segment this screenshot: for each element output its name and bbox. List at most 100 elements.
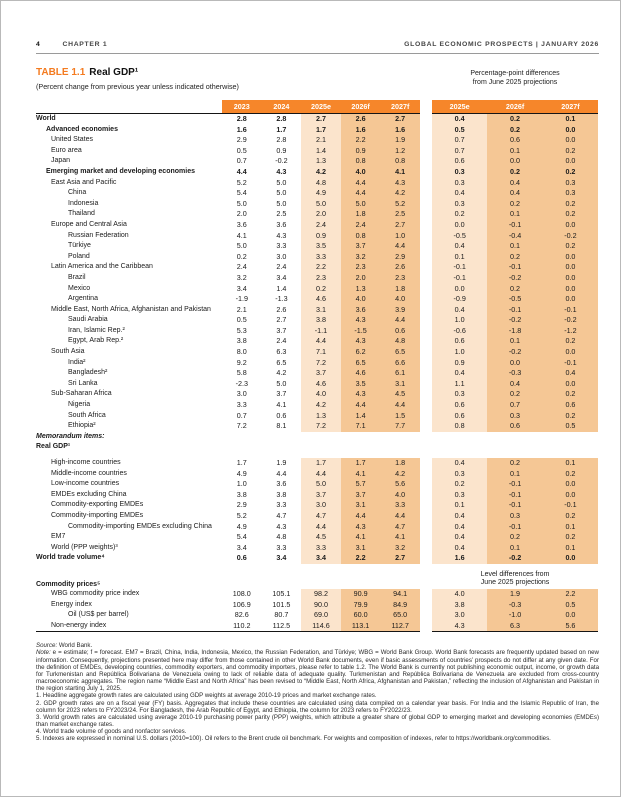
value-cell: 0.7: [236, 156, 247, 166]
diff-cell: 0.2: [542, 389, 599, 401]
value-cell: 3.3: [301, 542, 341, 554]
diff-cell: 0.2: [542, 209, 599, 220]
value-cell: 0.6: [380, 325, 420, 337]
value-cell: 79.9: [340, 599, 381, 611]
table-row: Oil (US$ per barrel) 82.6 80.7 69.0 60.0 65.0…: [36, 610, 599, 621]
diff-cell: -1.8: [487, 325, 543, 337]
column-gutter: [420, 379, 432, 390]
value-cell: 3.0: [276, 251, 287, 261]
value-cell: 4.4: [380, 315, 420, 326]
value-cell: 4.1: [236, 230, 247, 240]
diff-cell: 0.1: [487, 145, 543, 157]
column-gutter: [420, 389, 432, 400]
row-label: EM7: [51, 533, 66, 541]
value-cell: 3.7: [340, 241, 381, 252]
value-cell: 3.4: [276, 553, 287, 563]
diff-cell: 0.5: [542, 421, 599, 432]
row-label: Oil (US$ per barrel): [68, 611, 129, 619]
value-cell: 3.1: [380, 378, 420, 390]
diff-cell: 0.2: [542, 166, 599, 178]
value-cell: 3.2: [380, 542, 420, 554]
column-gutter: [420, 188, 432, 199]
row-label: South Asia: [51, 348, 85, 356]
value-cell: 82.6: [234, 610, 249, 620]
column-gutter: [420, 553, 432, 564]
value-cell: 65.0: [380, 610, 420, 621]
diff-cell: 0.2: [487, 124, 543, 136]
row-label: Commodity-exporting EMDEs: [51, 501, 144, 509]
row-label: Sub-Saharan Africa: [51, 390, 112, 398]
diff-cell: -0.1: [487, 489, 543, 501]
table-row: Advanced economies 1.6 1.7 1.7 1.6 1.6 0.5 0.2 0…: [36, 124, 599, 136]
row-label: Russian Federation: [68, 231, 129, 239]
diff-cell: 0.6: [431, 410, 488, 422]
row-label: Egypt, Arab Rep.²: [68, 337, 124, 345]
value-cell: 5.2: [236, 510, 247, 520]
value-cell: 5.2: [380, 198, 420, 210]
value-cell: 0.9: [340, 145, 381, 157]
value-cell: 5.0: [236, 198, 247, 208]
value-cell: 7.2: [236, 421, 247, 431]
diff-cell: 0.3: [431, 389, 488, 401]
value-cell: 3.5: [340, 378, 381, 390]
table-row: India² 9.2 6.5 7.2 6.5 6.6 0.9 0.0 -0.1: [36, 357, 599, 369]
value-cell: 3.6: [236, 219, 247, 229]
value-cell: 2.7: [380, 553, 420, 564]
diff-cell: -0.1: [487, 304, 543, 316]
diff-cell: 0.1: [542, 521, 599, 533]
value-cell: 2.8: [276, 135, 287, 145]
table-name: Real GDP¹: [89, 67, 139, 78]
diff-cell: 0.4: [487, 177, 543, 189]
running-head-left: 4 CHAPTER 1: [36, 41, 107, 48]
table-row: Energy index 106.9 101.5 90.0 79.9 84.9 3.8 -0.…: [36, 599, 599, 611]
value-cell: 0.8: [340, 156, 381, 167]
value-cell: 4.7: [301, 510, 341, 522]
diff-cell: 0.3: [431, 489, 488, 501]
table-row: World 2.8 2.8 2.7 2.6 2.7 0.4 0.2 0.1: [36, 114, 599, 125]
value-cell: 3.8: [276, 489, 287, 499]
value-cell: 1.0: [380, 230, 420, 242]
value-cell: 1.0: [236, 479, 247, 489]
value-cell: 7.2: [301, 421, 341, 432]
column-header: 2026f: [340, 100, 381, 114]
value-cell: 60.0: [340, 610, 381, 621]
column-header: 2025e: [431, 100, 488, 114]
footnote: 5. Indexes are expressed in nominal U.S.…: [36, 735, 551, 743]
value-cell: 1.3: [301, 156, 341, 167]
value-cell: 4.0: [340, 294, 381, 305]
value-cell: 1.9: [276, 458, 287, 467]
value-cell: 0.8: [380, 156, 420, 167]
diff-cell: 0.2: [542, 532, 599, 543]
table-row: United States 2.9 2.8 2.1 2.2 1.9 0.7 0.6 0.0: [36, 135, 599, 146]
value-cell: 0.7: [236, 410, 247, 420]
row-label: WBG commodity price index: [51, 589, 140, 597]
column-header: 2027f: [542, 100, 599, 114]
value-cell: 5.0: [276, 378, 287, 388]
column-gutter: [420, 146, 432, 157]
column-gutter: [420, 114, 432, 125]
value-cell: 4.4: [301, 521, 341, 533]
diff-cell: -0.2: [487, 315, 543, 326]
value-cell: -1.9: [235, 294, 248, 304]
table-row: Commodity-importing EMDEs excluding Chin…: [36, 521, 599, 533]
row-label: Latin America and the Caribbean: [51, 263, 153, 271]
value-cell: 3.4: [276, 272, 287, 282]
diff-cell: 0.7: [487, 400, 543, 411]
value-cell: 5.0: [276, 198, 287, 208]
value-cell: 101.5: [272, 599, 291, 609]
value-cell: 3.3: [276, 241, 287, 251]
diff-cell: 0.2: [487, 198, 543, 210]
diff-cell: 3.0: [431, 610, 488, 621]
diff-cell: 2.2: [542, 588, 599, 600]
row-label: Saudi Arabia: [68, 316, 108, 324]
value-cell: 4.1: [380, 166, 420, 178]
running-head: 4 CHAPTER 1 GLOBAL ECONOMIC PROSPECTS | …: [36, 41, 599, 48]
row-label: World: [36, 115, 56, 122]
row-label: China: [68, 189, 87, 197]
value-cell: 3.1: [340, 542, 381, 554]
column-gutter: [420, 368, 432, 379]
table-row: Nigeria 3.3 4.1 4.2 4.4 4.4 0.6 0.7 0.6: [36, 400, 599, 411]
value-cell: 3.2: [340, 251, 381, 263]
diff-cell: 0.4: [431, 521, 488, 533]
value-cell: 4.8: [380, 336, 420, 348]
